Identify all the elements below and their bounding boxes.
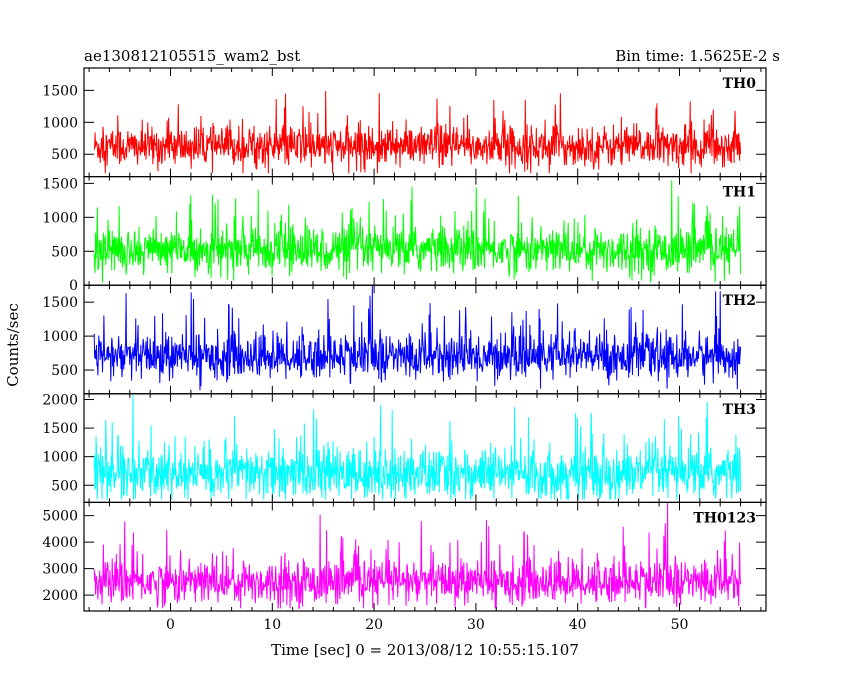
- series-th0: [93, 91, 742, 174]
- x-tick-label: 20: [365, 617, 383, 633]
- panel-label: TH0: [723, 76, 757, 92]
- y-tick-label: 5000: [42, 509, 78, 525]
- y-tick-label: 2000: [42, 588, 78, 604]
- panel-label: TH1: [723, 185, 756, 201]
- y-tick-label: 500: [51, 147, 78, 163]
- panel-label: TH3: [723, 402, 756, 418]
- y-tick-label: 500: [51, 244, 78, 260]
- x-axis-label: Time [sec] 0 = 2013/08/12 10:55:15.107: [271, 641, 579, 659]
- y-tick-label: 1000: [42, 210, 78, 226]
- y-tick-label: 0: [69, 278, 78, 294]
- panel-frame: [83, 501, 767, 612]
- series-th3: [93, 393, 742, 500]
- series-th2: [93, 285, 742, 391]
- y-tick-label: 1000: [42, 115, 78, 131]
- bin-time-label: Bin time: 1.5625E-2 s: [615, 47, 780, 65]
- chart-title: ae130812105515_wam2_bst: [84, 47, 300, 65]
- series-th0123: [93, 502, 742, 610]
- panel-th2: 500 1000 1500 TH2: [42, 284, 767, 395]
- panel-label: TH0123: [693, 510, 756, 526]
- y-tick-label: 1000: [42, 329, 78, 345]
- x-tick-label: 0: [166, 617, 175, 633]
- y-tick-label: 2000: [42, 393, 78, 409]
- y-tick-label: 3000: [42, 562, 78, 578]
- y-tick-label: 1500: [42, 83, 78, 99]
- x-tick-label: 30: [467, 617, 485, 633]
- y-axis-label: Counts/sec: [4, 303, 22, 387]
- series-th1: [93, 180, 742, 283]
- panel-label: TH2: [723, 293, 756, 309]
- y-tick-label: 1000: [42, 450, 78, 466]
- y-tick-label: 500: [51, 363, 78, 379]
- y-tick-label: 500: [51, 478, 78, 494]
- panel-th0123: 2000 3000 4000 5000 TH0123: [42, 501, 767, 612]
- panel-th0: 500 1000 1500 TH0: [42, 67, 767, 178]
- y-tick-label: 4000: [42, 535, 78, 551]
- panel-th3: 500 1000 1500 2000 TH3: [42, 393, 767, 503]
- y-tick-label: 1500: [42, 176, 78, 192]
- x-tick-label: 10: [263, 617, 281, 633]
- x-tick-label: 40: [569, 617, 587, 633]
- y-tick-label: 1500: [42, 295, 78, 311]
- y-tick-label: 1500: [42, 421, 78, 437]
- x-tick-label: 50: [671, 617, 689, 633]
- panel-frame: [83, 176, 767, 286]
- panel-th1: 0 500 1000 1500 TH1: [42, 176, 767, 294]
